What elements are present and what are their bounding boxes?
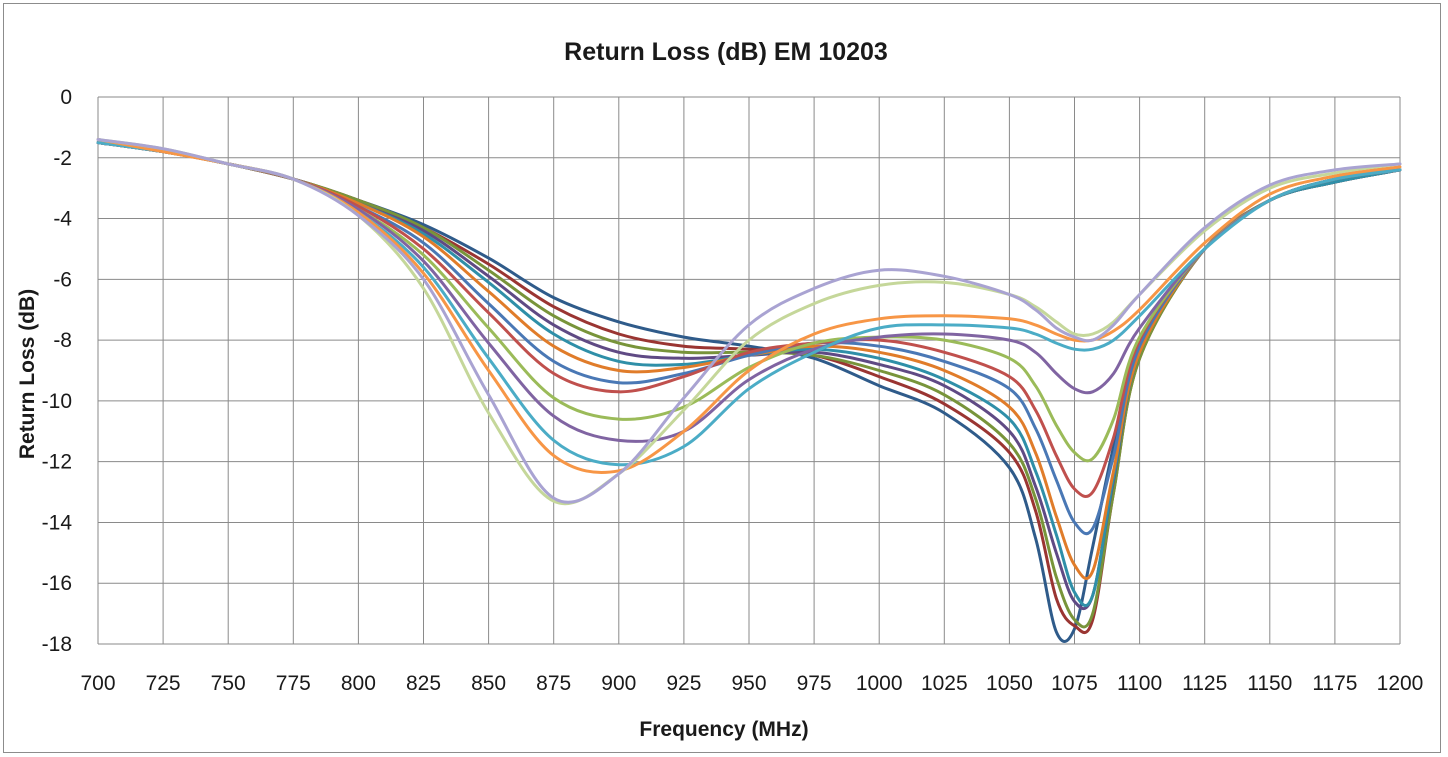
x-tick-label: 1025 <box>921 672 968 695</box>
return-loss-chart: Return Loss (dB) EM 10203 0 -2 -4 -6 -8 -10 -1… <box>16 38 1423 741</box>
x-tick-label: 700 <box>80 672 115 695</box>
series-line-3 <box>96 141 1402 629</box>
x-tick-label: 1200 <box>1377 672 1424 695</box>
x-tick-label: 750 <box>211 672 246 695</box>
y-tick-labels: 0 -2 -4 -6 -8 -10 -12 -14 -16 -18 <box>42 86 73 656</box>
series-line-10 <box>96 141 1402 443</box>
x-tick-label: 825 <box>406 672 441 695</box>
x-tick-label: 1075 <box>1051 672 1098 695</box>
y-tick-label: -14 <box>42 511 73 534</box>
x-tick-labels: 700 725 750 775 800 825 850 875 900 925 950 975 1000… <box>80 672 1423 695</box>
x-tick-label: 1000 <box>856 672 903 695</box>
x-tick-label: 975 <box>797 672 832 695</box>
x-tick-label: 775 <box>276 672 311 695</box>
y-axis-label: Return Loss (dB) <box>16 289 39 459</box>
x-tick-label: 725 <box>146 672 181 695</box>
series-line-12 <box>96 138 1402 474</box>
y-tick-label: -16 <box>42 572 72 595</box>
x-tick-label: 900 <box>601 672 636 695</box>
y-tick-label: -18 <box>42 633 72 656</box>
x-tick-label: 1125 <box>1182 672 1227 695</box>
x-tick-label: 800 <box>341 672 376 695</box>
y-tick-label: -2 <box>53 147 72 170</box>
y-tick-label: -8 <box>53 329 72 352</box>
y-tick-label: -10 <box>42 390 72 413</box>
x-tick-label: 850 <box>471 672 506 695</box>
chart-title: Return Loss (dB) EM 10203 <box>564 38 888 66</box>
x-tick-label: 1050 <box>986 672 1033 695</box>
chart-frame: Return Loss (dB) EM 10203 0 -2 -4 -6 -8 -10 -1… <box>3 3 1441 753</box>
y-tick-label: 0 <box>60 86 72 109</box>
x-tick-label: 950 <box>731 672 766 695</box>
series-line-6 <box>96 141 1402 580</box>
x-tick-label: 875 <box>536 672 571 695</box>
series-lines <box>96 138 1402 643</box>
y-tick-label: -12 <box>42 451 72 474</box>
y-tick-label: -6 <box>53 268 72 291</box>
y-tick-label: -4 <box>53 208 72 231</box>
x-tick-label: 925 <box>666 672 701 695</box>
series-line-14 <box>96 138 1402 504</box>
x-tick-label: 1150 <box>1247 672 1292 695</box>
x-axis-label: Frequency (MHz) <box>639 718 808 741</box>
x-tick-label: 1175 <box>1312 672 1357 695</box>
x-tick-label: 1100 <box>1117 672 1162 695</box>
